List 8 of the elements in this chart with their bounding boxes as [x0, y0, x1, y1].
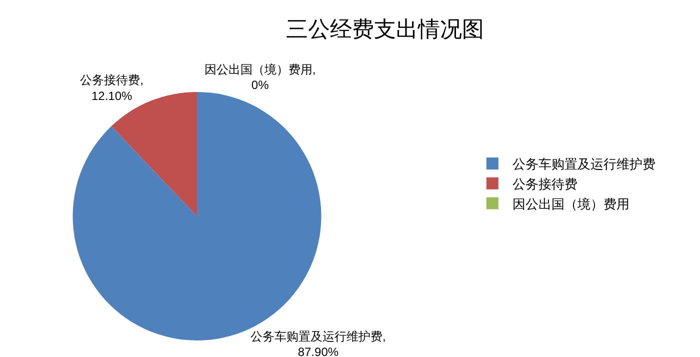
- legend-label: 因公出国（境）费用: [512, 196, 630, 212]
- data-label: 公务车购置及运行维护费,87.90%: [250, 330, 386, 357]
- legend-label: 公务车购置及运行维护费: [512, 156, 656, 172]
- legend-label: 公务接待费: [512, 176, 578, 192]
- text: 因公出国（境）费用,0%: [204, 62, 316, 92]
- pie-slice: [72, 92, 322, 340]
- chart-title: 三公经费支出情况图: [286, 17, 484, 42]
- data-label: 公务接待费,12.10%: [80, 73, 144, 103]
